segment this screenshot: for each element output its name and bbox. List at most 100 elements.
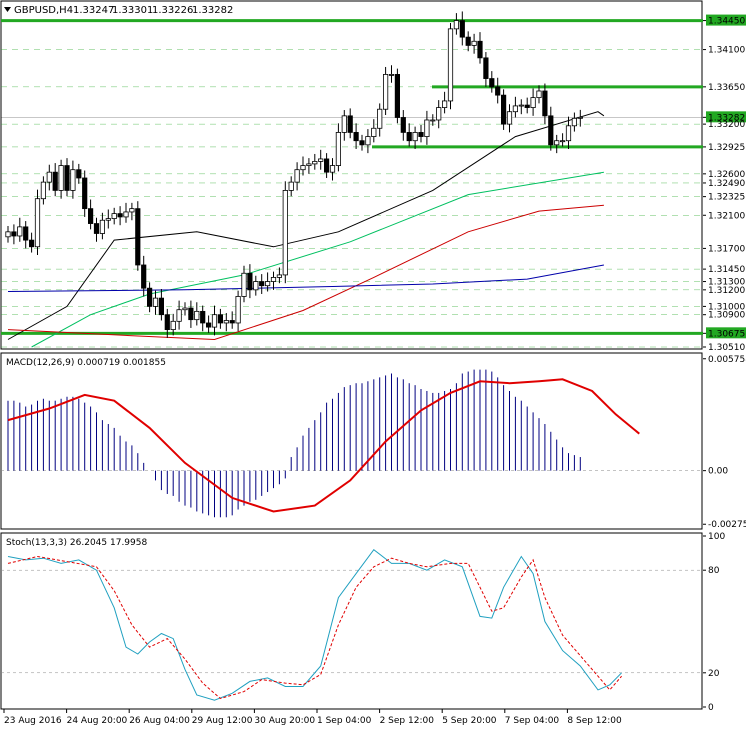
ma-fast-line — [7, 111, 605, 340]
price-tick-label: 1.32925 — [708, 143, 745, 153]
candle-body — [406, 132, 412, 142]
price-tick-label: 1.31450 — [708, 265, 745, 275]
candle — [447, 23, 454, 110]
candle-body — [229, 320, 235, 324]
candle-body — [141, 264, 147, 289]
candle — [288, 176, 294, 197]
candle — [211, 305, 218, 336]
price-tick-label: 1.34450 — [708, 17, 745, 27]
candles — [5, 11, 583, 338]
candle-body — [524, 104, 530, 108]
price-panel — [0, 0, 703, 350]
candle — [489, 71, 495, 93]
candle-body — [182, 307, 188, 311]
candle — [560, 133, 566, 147]
price-tick-label: 1.32100 — [708, 211, 745, 221]
candle — [548, 106, 554, 151]
candle — [264, 272, 271, 292]
candle-body — [447, 28, 454, 102]
macd-panel — [0, 352, 703, 530]
candle — [253, 275, 259, 296]
candle-body — [400, 117, 406, 133]
candle-body — [253, 281, 259, 291]
candle — [418, 124, 424, 143]
candle — [394, 68, 401, 124]
candle-body — [82, 177, 88, 210]
candle-body — [282, 190, 288, 276]
candle — [495, 77, 501, 104]
candle — [365, 129, 371, 154]
candle-body — [483, 57, 489, 79]
candle-body — [205, 322, 212, 328]
candle — [241, 265, 247, 303]
candle — [76, 163, 82, 184]
candle — [123, 202, 129, 223]
candle-body — [329, 165, 336, 173]
stoch-main-line — [7, 548, 622, 701]
candle — [40, 176, 47, 205]
candle — [388, 65, 395, 83]
price-tick-label: 1.30675 — [708, 329, 745, 339]
candle — [141, 255, 147, 297]
price-tick-label: 1.31300 — [708, 278, 745, 288]
candle — [111, 207, 117, 225]
candle — [430, 114, 436, 126]
candle-body — [506, 111, 513, 125]
price-tick-label: 1.33282 — [708, 113, 745, 123]
price-tick-label: 1.33650 — [708, 83, 745, 93]
candle — [312, 153, 318, 170]
candle — [23, 221, 29, 249]
close-value: 1.33282 — [192, 5, 233, 16]
candle-body — [146, 287, 153, 307]
collapse-triangle-icon[interactable] — [4, 7, 11, 12]
candle — [182, 302, 188, 316]
candle-body — [129, 208, 135, 213]
symbol-label: GBPUSD,H4 — [14, 5, 73, 16]
candle-body — [306, 163, 312, 166]
candle-body — [111, 213, 117, 219]
candle — [205, 315, 212, 333]
candle — [477, 32, 483, 64]
candle — [424, 110, 430, 145]
candle-body — [123, 211, 129, 218]
candle-body — [353, 132, 359, 142]
time-tick-label: 1 Sep 04:00 — [317, 716, 372, 726]
candle-body — [99, 219, 105, 234]
time-tick-label: 23 Aug 2016 — [4, 716, 62, 726]
candle — [318, 149, 324, 170]
candle-body — [152, 297, 159, 307]
candle-body — [441, 100, 448, 108]
candle — [247, 264, 253, 299]
candle-body — [430, 119, 436, 122]
candle — [152, 290, 159, 315]
candle — [294, 162, 300, 191]
candle-body — [453, 20, 460, 30]
candle-body — [512, 105, 519, 113]
candle — [82, 170, 88, 217]
candle-body — [5, 231, 11, 238]
candle — [217, 308, 223, 329]
symbol-header: GBPUSD,H4 1.33247 1.33301 1.33226 1.3328… — [4, 5, 233, 16]
candle — [70, 160, 76, 199]
price-tick-highlight — [706, 14, 746, 26]
candle — [453, 13, 460, 35]
candle-body — [223, 320, 229, 324]
candle — [500, 89, 507, 130]
price-tick-highlight — [706, 327, 746, 339]
candle-body — [323, 158, 330, 173]
candle-body — [188, 307, 194, 321]
stoch-tick-label: 20 — [708, 669, 720, 679]
candle — [347, 108, 353, 139]
candle-body — [259, 281, 265, 287]
candle — [441, 91, 448, 114]
candle-body — [359, 140, 365, 146]
candle-body — [530, 97, 536, 108]
candle — [536, 85, 542, 104]
candle-body — [28, 239, 35, 248]
stoch-title: Stoch(13,3,3) 26.2045 17.9958 — [6, 538, 147, 548]
candle — [565, 116, 572, 149]
candle — [105, 209, 111, 229]
candle-body — [412, 132, 418, 142]
macd-signal-line — [7, 378, 640, 513]
candle — [412, 126, 418, 149]
